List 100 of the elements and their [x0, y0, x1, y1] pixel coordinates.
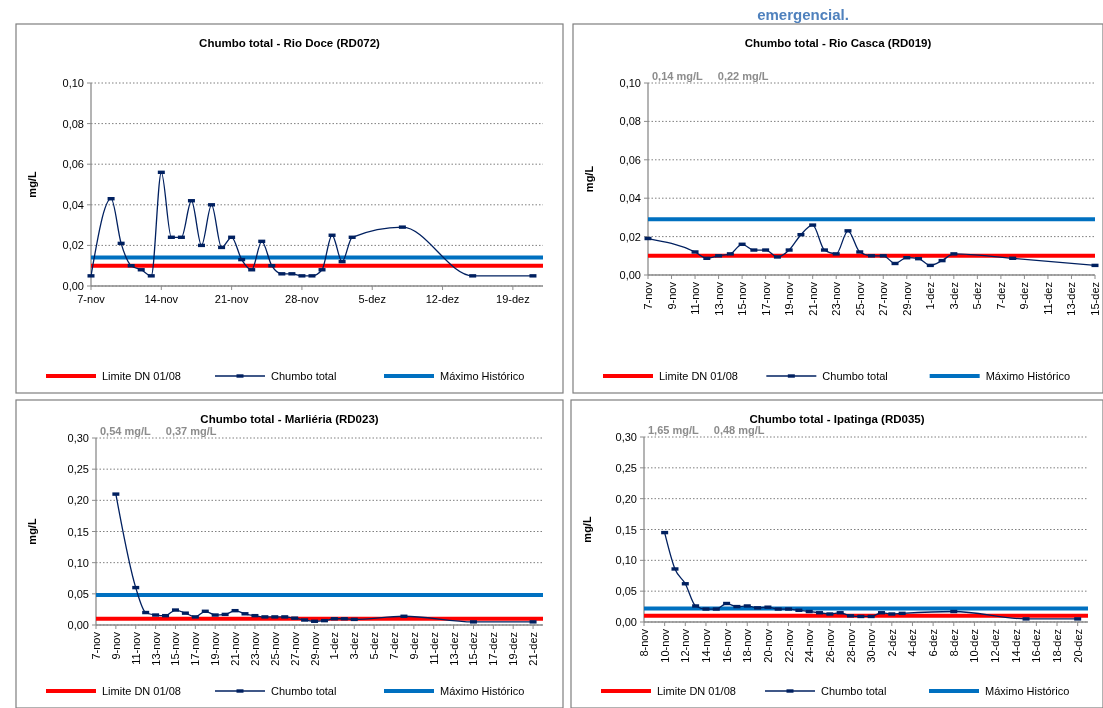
x-tick-label: 7-nov: [90, 631, 102, 660]
x-tick-label: 18-nov: [741, 628, 754, 663]
x-tick-label: 4-dez: [906, 629, 919, 657]
y-axis-title: mg/L: [581, 516, 593, 543]
y-tick-label: 0,10: [619, 77, 641, 89]
x-tick-label: 22-nov: [782, 628, 795, 663]
x-tick-label: 17-dez: [487, 632, 500, 666]
x-tick-label: 3-dez: [947, 282, 960, 310]
x-tick-label: 12-nov: [679, 628, 692, 663]
legend-label: Limite DN 01/08: [102, 685, 181, 697]
x-tick-label: 17-nov: [759, 281, 772, 316]
x-tick-label: 15-dez: [467, 632, 480, 666]
x-tick-label: 20-dez: [1071, 629, 1084, 663]
x-tick-label: 14-dez: [1009, 629, 1022, 663]
x-tick-label: 7-dez: [388, 632, 400, 660]
x-tick-label: 9-nov: [665, 281, 678, 310]
x-tick-label: 21-nov: [229, 631, 242, 666]
y-tick-label: 0,20: [67, 494, 89, 507]
chart-title: Chumbo total - Marliéria (RD023): [200, 413, 379, 425]
x-tick-label: 17-nov: [189, 631, 202, 666]
x-tick-label: 24-nov: [803, 628, 816, 663]
x-tick-label: 19-nov: [783, 281, 796, 316]
legend-label: Chumbo total: [822, 370, 888, 382]
x-tick-label: 5-dez: [368, 632, 381, 660]
y-tick-label: 0,30: [615, 431, 637, 443]
x-tick-label: 13-dez: [447, 632, 460, 666]
y-tick-label: 0,00: [615, 616, 637, 628]
legend-label: Limite DN 01/08: [102, 370, 181, 382]
legend-label: Máximo Histórico: [440, 370, 525, 382]
y-tick-label: 0,10: [615, 554, 637, 567]
y-tick-label: 0,04: [62, 198, 84, 211]
x-tick-label: 14-nov: [699, 628, 712, 663]
legend-label: Máximo Histórico: [985, 370, 1071, 382]
text: 1,65 mg/L: [648, 424, 700, 436]
x-tick-label: 9-dez: [1018, 282, 1031, 310]
x-tick-label: 16-dez: [1030, 629, 1043, 663]
x-tick-label: 18-dez: [1051, 629, 1064, 663]
chart-title: Chumbo total - Ipatinga (RD035): [749, 413, 925, 425]
x-tick-label: 6-dez: [927, 629, 940, 657]
y-tick-label: 0,02: [62, 239, 84, 252]
x-tick-label: 3-dez: [348, 632, 361, 660]
text: 0,48 mg/L: [713, 424, 765, 436]
x-tick-label: 25-nov: [268, 631, 281, 666]
x-tick-label: 7-nov: [77, 293, 106, 305]
x-tick-label: 21-nov: [806, 281, 819, 316]
x-tick-label: 11-nov: [129, 631, 142, 665]
x-tick-label: 2-dez: [885, 629, 898, 657]
y-tick-label: 0,05: [615, 585, 637, 598]
x-tick-label: 5-dez: [971, 282, 984, 310]
x-tick-label: 11-dez: [427, 632, 440, 665]
x-tick-label: 27-nov: [288, 631, 301, 666]
x-tick-label: 19-dez: [496, 293, 530, 305]
x-tick-label: 12-dez: [425, 293, 460, 305]
legend-label: Máximo Histórico: [440, 685, 525, 697]
x-tick-label: 19-nov: [209, 631, 222, 666]
x-tick-label: 29-nov: [900, 281, 913, 316]
y-tick-label: 0,08: [62, 117, 84, 130]
x-tick-label: 26-nov: [823, 628, 836, 663]
y-tick-label: 0,10: [62, 77, 84, 89]
x-tick-label: 7-nov: [642, 281, 654, 310]
legend-label: Limite DN 01/08: [657, 685, 736, 697]
y-axis-title: mg/L: [26, 171, 38, 198]
x-tick-label: 15-nov: [736, 281, 749, 316]
text: 0,14 mg/L: [652, 70, 704, 82]
x-tick-label: 29-nov: [308, 631, 321, 666]
y-tick-label: 0,00: [619, 269, 641, 281]
x-tick-label: 23-nov: [830, 281, 843, 316]
x-tick-label: 21-dez: [527, 632, 540, 666]
legend-label: Limite DN 01/08: [659, 370, 738, 382]
legend-label: Chumbo total: [271, 370, 337, 382]
y-axis-title: mg/L: [26, 518, 38, 545]
y-tick-label: 0,15: [615, 523, 637, 536]
x-tick-label: 14-nov: [144, 293, 179, 305]
x-tick-label: 28-nov: [844, 628, 857, 663]
x-tick-label: 1-dez: [328, 632, 341, 660]
x-tick-label: 13-nov: [149, 631, 162, 666]
x-tick-label: 15-dez: [1089, 282, 1101, 316]
y-tick-label: 0,00: [62, 280, 84, 292]
x-tick-label: 30-nov: [865, 628, 878, 663]
x-tick-label: 12-dez: [989, 629, 1002, 663]
text: 0,37 mg/L: [165, 425, 217, 437]
x-tick-label: 27-nov: [877, 281, 890, 316]
x-tick-label: 1-dez: [924, 282, 937, 310]
legend-label: Máximo Histórico: [985, 685, 1070, 697]
y-tick-label: 0,06: [619, 153, 641, 166]
legend-label: Chumbo total: [821, 685, 887, 697]
x-tick-label: 11-nov: [689, 281, 702, 315]
legend-label: Chumbo total: [271, 685, 337, 697]
y-tick-label: 0,04: [619, 192, 641, 205]
x-tick-label: 13-dez: [1065, 282, 1078, 316]
y-tick-label: 0,15: [67, 525, 89, 538]
x-tick-label: 16-nov: [720, 628, 733, 663]
y-tick-label: 0,30: [67, 432, 89, 444]
x-tick-label: 25-nov: [853, 281, 866, 316]
x-tick-label: 11-dez: [1041, 282, 1054, 315]
y-tick-label: 0,10: [67, 556, 89, 569]
x-tick-label: 19-dez: [507, 632, 520, 666]
y-tick-label: 0,20: [615, 492, 637, 505]
text: 0,22 mg/L: [717, 70, 769, 82]
chart-title: Chumbo total - Rio Doce (RD072): [199, 37, 381, 49]
